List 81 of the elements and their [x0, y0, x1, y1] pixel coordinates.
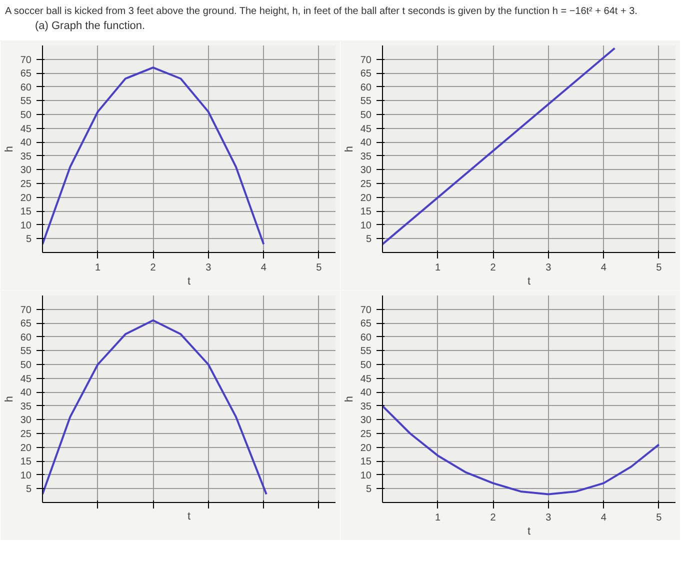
- y-tick-label: 50: [360, 110, 372, 121]
- y-tick-label: 55: [360, 346, 372, 358]
- x-tick-label: 4: [260, 262, 267, 274]
- y-tick-label: 25: [20, 178, 32, 190]
- chart-subtitle: (a) Graph the function.: [35, 19, 146, 34]
- y-tick-label: 15: [360, 456, 372, 468]
- y-tick-label: 55: [20, 96, 32, 108]
- y-tick-label: 45: [20, 124, 32, 135]
- y-tick-label: 65: [360, 68, 372, 80]
- y-tick-label: 15: [360, 206, 372, 218]
- y-tick-label: 40: [360, 388, 372, 399]
- x-tick-label: 1: [95, 262, 101, 274]
- y-axis-title: h: [343, 396, 356, 402]
- y-tick-label: 45: [20, 374, 32, 385]
- y-tick-label: 20: [360, 192, 372, 204]
- y-tick-label: 40: [20, 138, 32, 149]
- x-tick-label: 5: [656, 262, 662, 274]
- x-tick-label: 4: [600, 262, 607, 274]
- y-tick-label: 50: [20, 360, 32, 371]
- y-tick-label: 65: [360, 318, 372, 330]
- x-axis-title: t: [187, 275, 191, 288]
- x-tick-label: 1: [435, 262, 441, 274]
- y-tick-label: 20: [20, 192, 32, 204]
- y-tick-label: 30: [360, 165, 372, 176]
- y-tick-label: 65: [20, 68, 32, 80]
- y-tick-label: 25: [360, 178, 372, 190]
- y-tick-label: 50: [20, 110, 32, 121]
- y-tick-label: 15: [20, 206, 32, 218]
- y-tick-label: 25: [360, 428, 372, 440]
- y-tick-label: 70: [360, 54, 372, 66]
- y-tick-label: 30: [20, 415, 32, 426]
- y-tick-label: 65: [20, 318, 32, 330]
- y-tick-label: 20: [360, 442, 372, 454]
- y-tick-label: 5: [366, 234, 372, 246]
- y-tick-label: 70: [360, 304, 372, 316]
- x-tick-label: 1: [435, 512, 441, 524]
- x-tick-label: 2: [490, 262, 496, 274]
- y-tick-label: 20: [20, 442, 32, 454]
- y-tick-label: 5: [26, 484, 32, 496]
- x-tick-label: 5: [656, 512, 662, 524]
- y-tick-label: 5: [366, 484, 372, 496]
- y-tick-label: 10: [20, 470, 32, 482]
- x-tick-label: 3: [546, 512, 552, 524]
- y-tick-label: 5: [26, 234, 32, 246]
- y-tick-label: 10: [360, 470, 372, 482]
- x-tick-label: 2: [490, 512, 496, 524]
- y-axis-title: h: [343, 146, 356, 152]
- y-tick-label: 35: [360, 401, 372, 412]
- y-tick-label: 60: [20, 82, 32, 94]
- x-axis-title: t: [187, 510, 191, 522]
- y-tick-label: 35: [20, 401, 32, 412]
- y-tick-label: 30: [20, 165, 32, 176]
- y-tick-label: 50: [360, 360, 372, 371]
- y-tick-label: 35: [360, 151, 372, 162]
- y-tick-label: 60: [360, 332, 372, 344]
- x-tick-label: 2: [150, 262, 156, 274]
- y-tick-label: 70: [20, 304, 32, 316]
- x-tick-label: 4: [600, 512, 607, 524]
- y-axis-title: h: [3, 396, 16, 402]
- y-tick-label: 40: [360, 138, 372, 149]
- x-tick-label: 3: [206, 262, 212, 274]
- y-tick-label: 30: [360, 415, 372, 426]
- y-tick-label: 35: [20, 151, 32, 162]
- x-axis-title: t: [527, 275, 531, 288]
- y-tick-label: 55: [20, 346, 32, 358]
- y-tick-label: 40: [20, 388, 32, 399]
- x-tick-label: 5: [316, 262, 322, 274]
- y-tick-label: 10: [360, 220, 372, 232]
- x-axis-title: t: [527, 525, 531, 538]
- chart-title: A soccer ball is kicked from 3 feet above the ground. The height, h, in feet of the ball after t seconds is given by the function h = −16t² + 64t + 3.: [5, 5, 638, 19]
- y-tick-label: 45: [360, 374, 372, 385]
- y-tick-label: 25: [20, 428, 32, 440]
- y-axis-title: h: [3, 146, 16, 152]
- y-tick-label: 45: [360, 124, 372, 135]
- y-tick-label: 60: [360, 82, 372, 94]
- y-tick-label: 70: [20, 54, 32, 66]
- x-tick-label: 3: [546, 262, 552, 274]
- y-tick-label: 60: [20, 332, 32, 344]
- y-tick-label: 15: [20, 456, 32, 468]
- y-tick-label: 10: [20, 220, 32, 232]
- y-tick-label: 55: [360, 96, 372, 108]
